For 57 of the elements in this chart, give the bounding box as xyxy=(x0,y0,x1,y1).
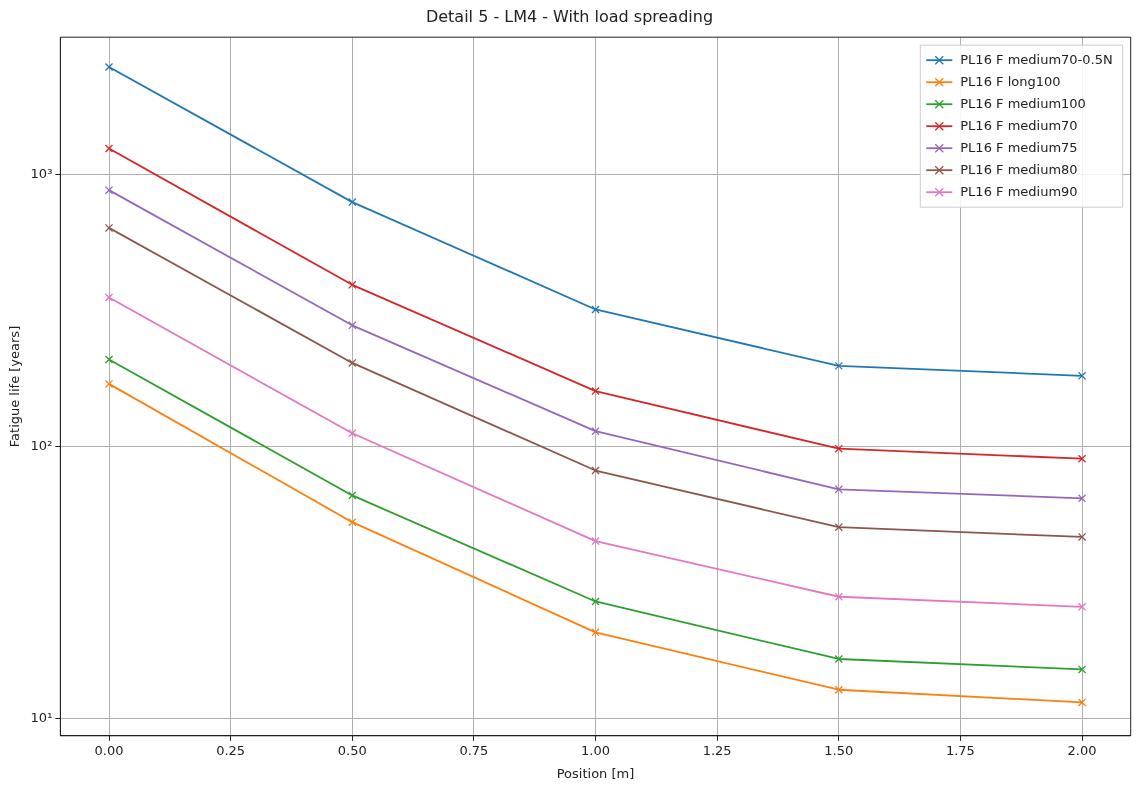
point xyxy=(348,321,357,330)
point xyxy=(834,361,843,371)
legend-label: PL16 F long100 xyxy=(960,73,1061,89)
point xyxy=(348,197,357,207)
point xyxy=(104,379,114,389)
point xyxy=(834,485,843,494)
point xyxy=(1077,602,1087,612)
point xyxy=(104,144,114,153)
point xyxy=(1077,665,1087,674)
point xyxy=(104,185,114,195)
legend-label: PL16 F medium80 xyxy=(960,161,1078,177)
point xyxy=(1077,698,1087,707)
point xyxy=(348,280,357,289)
x-tick-label: 0.75 xyxy=(459,742,489,758)
point xyxy=(1077,371,1087,381)
x-tick-label: 0.25 xyxy=(216,742,246,758)
x-tick-label: 0.50 xyxy=(337,742,367,758)
y-tick-label: 10³ xyxy=(30,165,53,181)
point xyxy=(104,62,114,72)
point xyxy=(591,466,600,475)
point xyxy=(348,429,357,438)
point xyxy=(104,355,114,364)
point xyxy=(834,685,843,694)
point xyxy=(834,592,843,601)
point xyxy=(1077,494,1087,503)
point xyxy=(1077,454,1087,463)
legend-label: PL16 F medium70 xyxy=(960,117,1078,133)
point xyxy=(104,223,114,233)
x-tick-label: 2.00 xyxy=(1067,742,1097,758)
legend-label: PL16 F medium100 xyxy=(960,95,1086,111)
point xyxy=(348,491,357,500)
point xyxy=(591,536,600,546)
legend-label: PL16 F medium75 xyxy=(960,139,1078,155)
point xyxy=(591,386,600,396)
x-axis-title: Position [m] xyxy=(556,765,635,781)
point xyxy=(348,517,357,527)
x-tick-label: 1.75 xyxy=(945,742,975,758)
point xyxy=(591,597,600,606)
point xyxy=(834,444,843,453)
y-axis-title: Fatigue life [years] xyxy=(7,325,23,448)
point xyxy=(834,523,843,532)
point xyxy=(104,293,114,302)
legend-label: PL16 F medium70-0.5N xyxy=(960,51,1113,67)
x-tick-label: 1.00 xyxy=(581,742,610,758)
point xyxy=(591,628,600,637)
legend-label: PL16 F medium90 xyxy=(960,183,1078,199)
y-tick-label: 10¹ xyxy=(30,710,53,726)
chart-title: Detail 5 - LM4 - With load spreading xyxy=(425,6,714,26)
y-tick-label: 10² xyxy=(30,438,53,454)
point xyxy=(591,305,600,314)
point xyxy=(591,426,600,436)
point xyxy=(348,358,357,368)
point xyxy=(1077,532,1087,542)
x-tick-label: 0.00 xyxy=(94,742,124,758)
x-tick-label: 1.25 xyxy=(702,742,732,758)
point xyxy=(834,654,843,664)
x-tick-label: 1.50 xyxy=(824,742,854,758)
